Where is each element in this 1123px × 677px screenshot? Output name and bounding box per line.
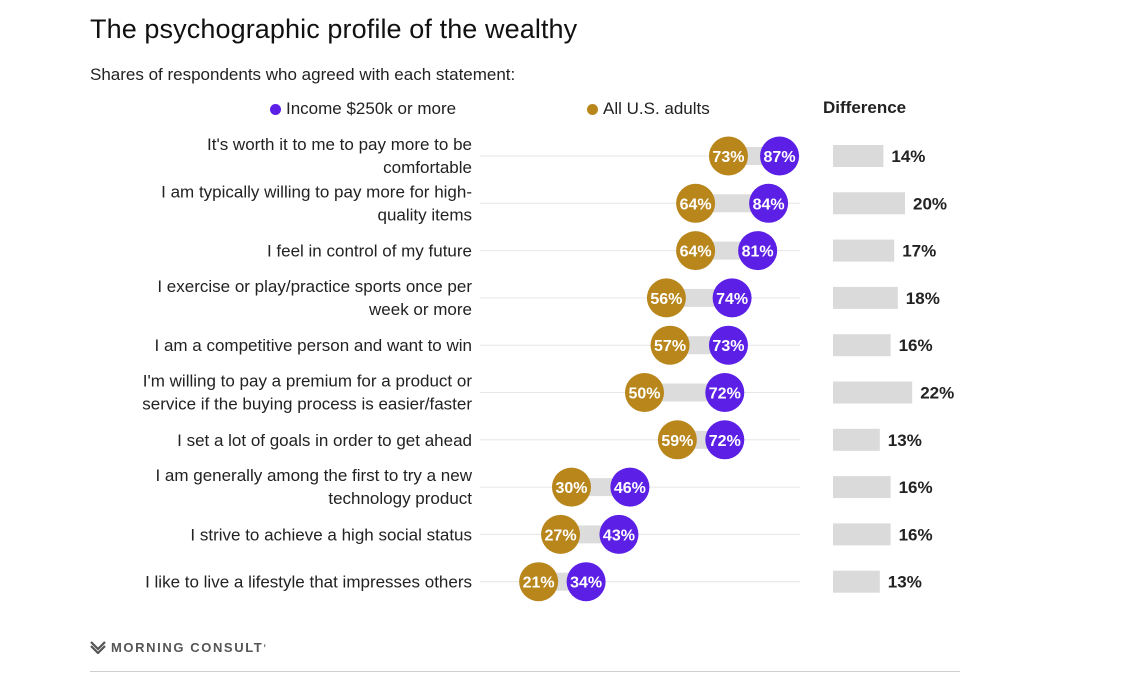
all-adults-value-label: 21% <box>523 575 555 592</box>
income-value-label: 74% <box>716 291 748 308</box>
all-adults-value-label: 73% <box>712 149 744 166</box>
income-point <box>708 325 748 365</box>
category-label: I am a competitive person and want to wi… <box>155 336 473 355</box>
income-value-label: 87% <box>764 149 796 166</box>
difference-bar <box>833 381 913 404</box>
chart-subtitle: Shares of respondents who agreed with ea… <box>90 65 516 84</box>
category-label: I like to live a lifestyle that impresse… <box>145 573 472 592</box>
difference-bar <box>833 192 905 215</box>
difference-bar <box>833 523 891 546</box>
difference-value-label: 13% <box>888 431 922 450</box>
all-adults-value-label: 64% <box>680 244 712 261</box>
income-value-label: 46% <box>614 480 646 497</box>
income-value-label: 81% <box>742 244 774 261</box>
legend-all-adults: All U.S. adults <box>587 99 710 119</box>
category-label: technology product <box>328 489 472 508</box>
income-value-label: 84% <box>753 196 785 213</box>
legend-income: Income $250k or more <box>270 99 456 119</box>
category-label: quality items <box>378 205 472 224</box>
footer-brand: MORNING CONSULT ’ <box>90 640 266 655</box>
income-point <box>566 562 606 602</box>
difference-header: Difference <box>823 98 907 117</box>
difference-value-label: 13% <box>888 573 922 592</box>
all-adults-point <box>552 467 591 507</box>
difference-bar <box>833 476 891 499</box>
income-point <box>705 373 745 412</box>
legend-income-dot <box>270 103 281 115</box>
all-adults-value-label: 59% <box>661 433 693 450</box>
difference-bar <box>833 570 880 593</box>
income-point <box>610 467 650 507</box>
category-label: I set a lot of goals in order to get ahe… <box>177 431 472 450</box>
income-value-label: 34% <box>570 575 602 592</box>
category-label: I am generally among the first to try a … <box>155 466 472 485</box>
all-adults-point <box>519 562 559 602</box>
category-label: I am typically willing to pay more for h… <box>161 182 472 201</box>
income-value-label: 72% <box>709 433 741 450</box>
income-point <box>738 231 778 271</box>
legend-all-adults-label: All U.S. adults <box>603 99 710 118</box>
income-point <box>760 136 800 176</box>
income-point <box>749 183 789 223</box>
all-adults-point <box>657 420 697 460</box>
income-value-label: 43% <box>603 527 635 544</box>
all-adults-point <box>650 325 690 365</box>
difference-bar <box>833 239 895 262</box>
category-label: I'm willing to pay a premium for a produ… <box>143 372 473 391</box>
income-value-label: 73% <box>712 338 744 355</box>
all-adults-point <box>708 136 748 176</box>
difference-bar <box>833 286 898 309</box>
category-label: I feel in control of my future <box>267 242 472 261</box>
category-label: It's worth it to me to pay more to be <box>207 135 472 154</box>
difference-bar <box>833 145 884 167</box>
difference-value-label: 17% <box>902 242 936 261</box>
all-adults-value-label: 50% <box>628 386 660 403</box>
footer-divider <box>90 671 960 672</box>
morning-consult-logo-icon <box>90 641 106 654</box>
difference-value-label: 16% <box>899 478 933 497</box>
all-adults-value-label: 30% <box>555 480 587 497</box>
income-value-label: 72% <box>709 386 741 403</box>
all-adults-value-label: 64% <box>680 196 712 213</box>
legend-all-adults-dot <box>587 103 598 115</box>
all-adults-point <box>676 183 716 223</box>
chart-title: The psychographic profile of the wealthy <box>90 14 578 44</box>
income-point <box>712 278 752 318</box>
footer-brand-text: MORNING CONSULT <box>111 640 264 655</box>
income-point <box>705 420 745 460</box>
all-adults-point <box>646 278 686 318</box>
difference-bar <box>833 334 891 357</box>
category-label: service if the buying process is easier/… <box>142 395 472 414</box>
category-label: I exercise or play/practice sports once … <box>157 277 472 296</box>
difference-bar <box>833 428 880 451</box>
all-adults-point <box>541 514 581 554</box>
category-label: week or more <box>368 300 472 319</box>
income-point <box>599 514 639 554</box>
category-label: comfortable <box>383 158 472 177</box>
all-adults-point <box>676 231 716 271</box>
difference-value-label: 16% <box>899 336 933 355</box>
difference-value-label: 22% <box>920 384 954 403</box>
difference-value-label: 16% <box>899 525 933 544</box>
difference-value-label: 14% <box>891 147 925 166</box>
all-adults-value-label: 56% <box>650 291 682 308</box>
all-adults-point <box>625 373 664 412</box>
all-adults-value-label: 57% <box>654 338 686 355</box>
legend-income-label: Income $250k or more <box>286 99 457 118</box>
difference-value-label: 20% <box>913 194 947 213</box>
connector-bar <box>644 383 725 402</box>
difference-value-label: 18% <box>906 289 940 308</box>
category-label: I strive to achieve a high social status <box>190 525 472 544</box>
all-adults-value-label: 27% <box>545 527 577 544</box>
